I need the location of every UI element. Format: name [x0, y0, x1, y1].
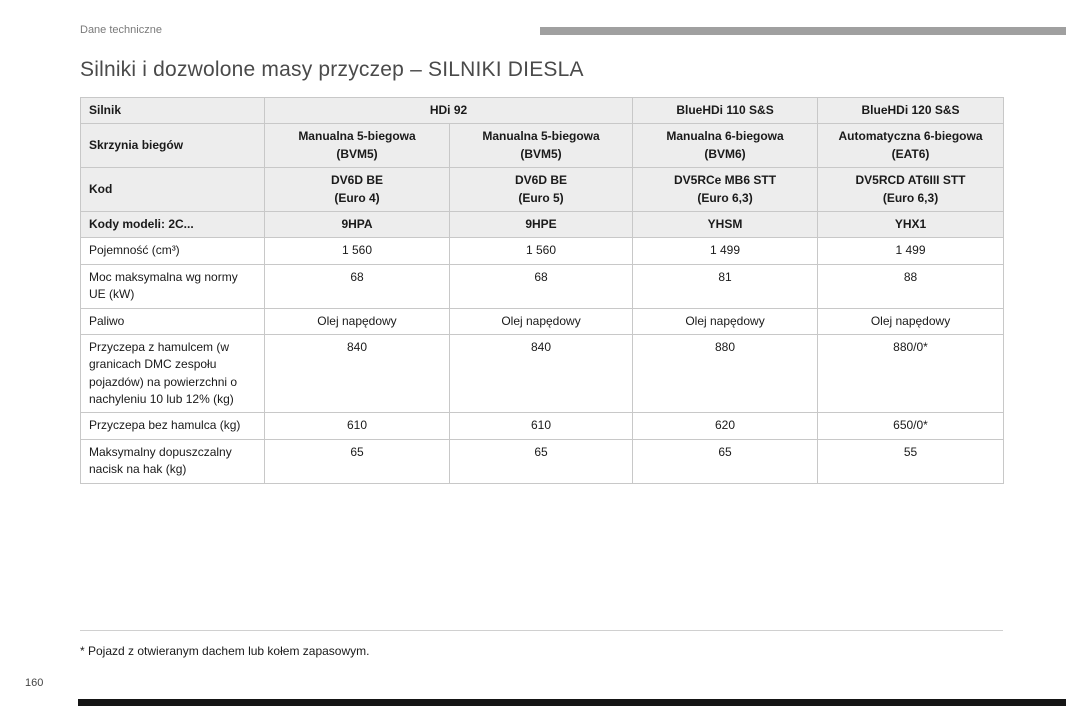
spec-cell: 1 499 [817, 237, 1005, 265]
table-row-max-power: Moc maksymalna wg normy UE (kW) 68 68 81… [80, 263, 1005, 309]
table-row-unbraked-trailer: Przyczepa bez hamulca (kg) 610 610 620 6… [80, 412, 1005, 440]
footnote: * Pojazd z otwieranym dachem lub kołem z… [80, 644, 370, 658]
spec-cell: Automatyczna 6-biegowa (EAT6) [817, 123, 1005, 169]
page-bottom-bar [78, 699, 1066, 706]
row-label: Paliwo [80, 307, 265, 335]
spec-cell: BlueHDi 110 S&S [632, 96, 819, 125]
spec-cell: 1 560 [264, 237, 450, 265]
row-label: Przyczepa z hamulcem (w granicach DMC ze… [80, 333, 265, 414]
spec-cell: DV5RCD AT6III STT (Euro 6,3) [817, 167, 1005, 212]
spec-cell: BlueHDi 120 S&S [817, 96, 1005, 125]
spec-cell: 68 [264, 263, 450, 309]
spec-cell: 650/0* [817, 412, 1005, 440]
row-label: Pojemność (cm³) [80, 237, 265, 265]
spec-cell: 81 [632, 263, 819, 309]
spec-cell: 840 [448, 333, 634, 414]
row-label: Kod [80, 167, 265, 212]
spec-cell: YHSM [632, 210, 819, 239]
spec-cell: 880/0* [817, 333, 1005, 414]
spec-cell: Manualna 5-biegowa (BVM5) [448, 123, 634, 169]
spec-cell: Olej napędowy [632, 307, 819, 335]
spec-cell: 65 [632, 438, 819, 484]
spec-cell: 55 [817, 438, 1005, 484]
spec-cell: Manualna 6-biegowa (BVM6) [632, 123, 819, 169]
spec-cell: YHX1 [817, 210, 1005, 239]
spec-cell: 840 [264, 333, 450, 414]
spec-cell: Manualna 5-biegowa (BVM5) [264, 123, 450, 169]
spec-cell: Olej napędowy [817, 307, 1005, 335]
spec-cell: DV6D BE (Euro 5) [448, 167, 634, 212]
row-label: Moc maksymalna wg normy UE (kW) [80, 263, 265, 309]
spec-cell: 65 [264, 438, 450, 484]
page-number: 160 [25, 677, 44, 689]
spec-cell: 1 499 [632, 237, 819, 265]
table-row-model-codes: Kody modeli: 2C... 9HPA 9HPE YHSM YHX1 [80, 210, 1005, 239]
spec-cell: 88 [817, 263, 1005, 309]
table-row-gearbox: Skrzynia biegów Manualna 5-biegowa (BVM5… [80, 123, 1005, 169]
spec-cell: 880 [632, 333, 819, 414]
spec-cell: 65 [448, 438, 634, 484]
row-label: Przyczepa bez hamulca (kg) [80, 412, 265, 440]
spec-cell: 9HPE [448, 210, 634, 239]
footnote-divider [80, 630, 1003, 631]
section-divider-bar [540, 27, 1066, 35]
spec-cell: 610 [448, 412, 634, 440]
breadcrumb: Dane techniczne [80, 24, 162, 36]
spec-cell: Olej napędowy [264, 307, 450, 335]
spec-cell: 68 [448, 263, 634, 309]
page-title: Silniki i dozwolone masy przyczep – SILN… [80, 58, 584, 81]
table-row-fuel: Paliwo Olej napędowy Olej napędowy Olej … [80, 307, 1005, 335]
row-label: Kody modeli: 2C... [80, 210, 265, 239]
spec-table: Silnik HDi 92 BlueHDi 110 S&S BlueHDi 12… [80, 96, 1005, 484]
spec-cell: 620 [632, 412, 819, 440]
spec-cell: Olej napędowy [448, 307, 634, 335]
table-row-displacement: Pojemność (cm³) 1 560 1 560 1 499 1 499 [80, 237, 1005, 265]
table-row-braked-trailer: Przyczepa z hamulcem (w granicach DMC ze… [80, 333, 1005, 414]
row-label: Silnik [80, 96, 265, 125]
spec-cell: 1 560 [448, 237, 634, 265]
spec-cell: HDi 92 [263, 96, 634, 125]
spec-cell: DV5RCe MB6 STT (Euro 6,3) [632, 167, 819, 212]
table-row-engine: Silnik HDi 92 BlueHDi 110 S&S BlueHDi 12… [80, 96, 1005, 125]
spec-cell: DV6D BE (Euro 4) [264, 167, 450, 212]
row-label: Maksymalny dopuszczalny nacisk na hak (k… [80, 438, 265, 484]
spec-cell: 610 [264, 412, 450, 440]
row-label: Skrzynia biegów [80, 123, 265, 169]
spec-cell: 9HPA [264, 210, 450, 239]
table-row-towball-load: Maksymalny dopuszczalny nacisk na hak (k… [80, 438, 1005, 484]
table-row-code: Kod DV6D BE (Euro 4) DV6D BE (Euro 5) DV… [80, 167, 1005, 212]
